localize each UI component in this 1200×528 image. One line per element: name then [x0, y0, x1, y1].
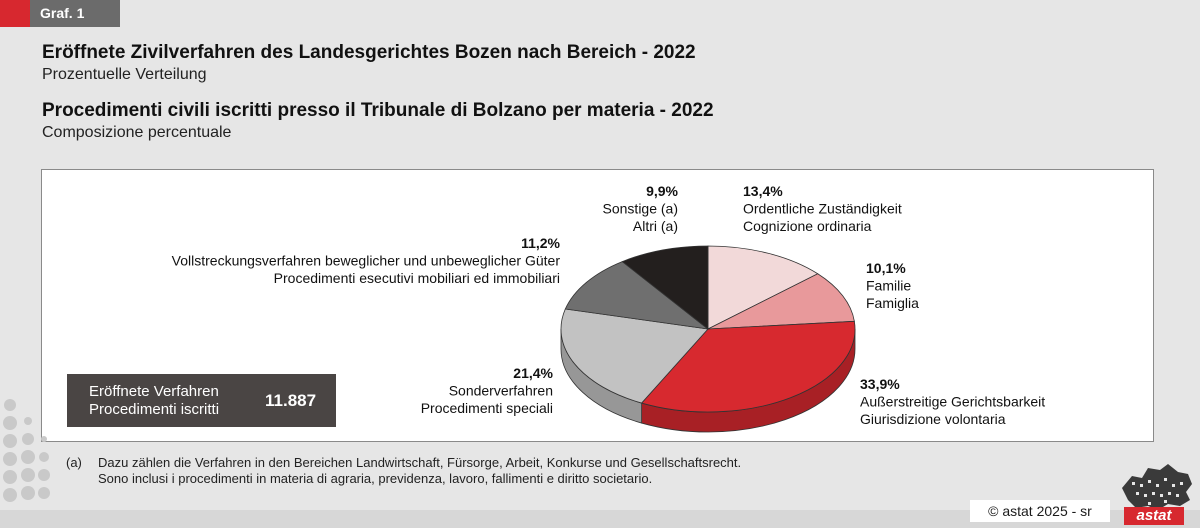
- slice-label-it-2: Giurisdizione volontaria: [860, 411, 1006, 427]
- slice-label-de-3: Sonderverfahren: [449, 383, 553, 399]
- total-label-it: Procedimenti iscritti: [89, 401, 220, 418]
- subtitle-de: Prozentuelle Verteilung: [42, 66, 207, 83]
- slice-label-de-1: Familie: [866, 278, 911, 294]
- subtitle-it: Composizione percentuale: [42, 124, 232, 141]
- total-box: Eröffnete Verfahren Procedimenti iscritt…: [67, 374, 336, 427]
- slice-label-it-5: Altri (a): [633, 218, 678, 234]
- slice-label-it-1: Famiglia: [866, 295, 919, 311]
- slice-label-pct-4: 11,2%: [521, 235, 560, 251]
- footnote-marker: (a): [66, 455, 82, 470]
- footnote-line-de: Dazu zählen die Verfahren in den Bereich…: [98, 455, 742, 470]
- slice-label-de-2: Außerstreitige Gerichtsbarkeit: [860, 394, 1045, 410]
- pie-slice-0: [707, 245, 819, 330]
- slice-label-it-0: Cognizione ordinaria: [743, 218, 872, 234]
- title-de: Eröffnete Zivilverfahren des Landesgeric…: [42, 42, 696, 63]
- decorative-dots: [3, 399, 50, 502]
- copyright: © astat 2025 - sr: [970, 500, 1110, 522]
- figure-label: Graf. 1: [30, 0, 120, 27]
- astat-logo-text: astat: [1124, 507, 1184, 525]
- pie-slice-4: [564, 261, 710, 330]
- figure-tag: Graf. 1: [0, 0, 120, 27]
- pie-slice-3: [560, 308, 709, 404]
- slice-label-pct-0: 13,4%: [743, 183, 783, 199]
- total-label: Eröffnete Verfahren Procedimenti iscritt…: [89, 383, 219, 419]
- slice-label-de-4: Vollstreckungsverfahren beweglicher und …: [172, 253, 561, 269]
- slice-label-pct-5: 9,9%: [646, 183, 678, 199]
- footnote-line-it: Sono inclusi i procedimenti in materia d…: [98, 471, 653, 486]
- pie-slice-1: [707, 273, 855, 330]
- total-label-de: Eröffnete Verfahren: [89, 383, 219, 400]
- title-it: Procedimenti civili iscritti presso il T…: [42, 100, 714, 121]
- slice-label-de-0: Ordentliche Zuständigkeit: [743, 201, 902, 217]
- bottom-strip: [0, 510, 1200, 528]
- slice-label-de-5: Sonstige (a): [603, 201, 678, 217]
- total-value: 11.887: [265, 391, 317, 410]
- slice-label-pct-2: 33,9%: [860, 376, 900, 392]
- figure-tag-accent: [0, 0, 30, 27]
- slice-label-pct-1: 10,1%: [866, 260, 906, 276]
- slice-label-pct-3: 21,4%: [513, 365, 553, 381]
- slice-label-it-3: Procedimenti speciali: [421, 400, 553, 416]
- pie-slice-5: [621, 245, 709, 330]
- astat-logo-map-icon: [1122, 464, 1192, 510]
- slice-label-it-4: Procedimenti esecutivi mobiliari ed immo…: [274, 270, 560, 286]
